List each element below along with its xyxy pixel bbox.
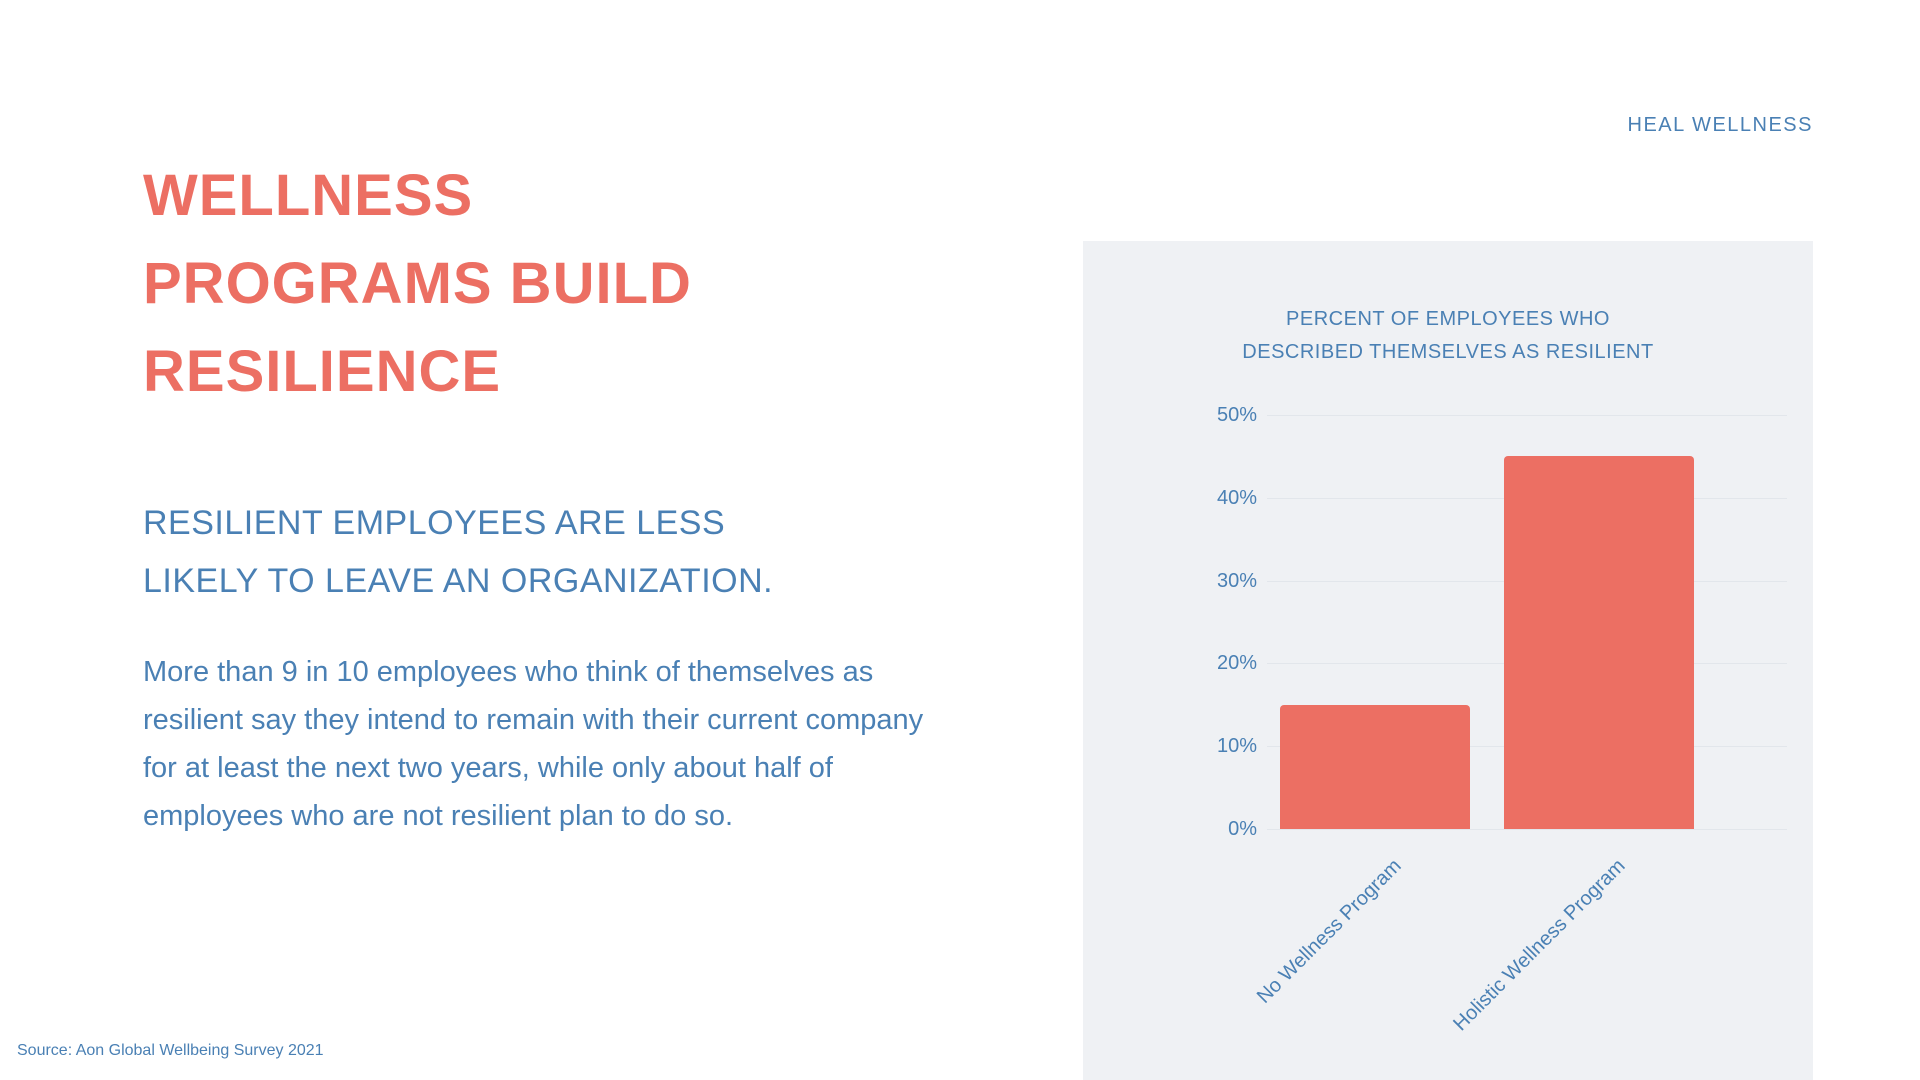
y-axis-tick-label: 10% [1216, 735, 1257, 758]
gridline [1267, 415, 1787, 416]
y-axis-tick-label: 50% [1216, 404, 1257, 426]
brand-text: HEAL WELLNESS [1627, 114, 1813, 136]
bar [1504, 456, 1694, 829]
y-axis-tick-label: 20% [1216, 652, 1257, 675]
headline-line-2: PROGRAMS BUILD [143, 251, 692, 316]
chart-panel: PERCENT OF EMPLOYEES WHO DESCRIBED THEMS… [1083, 241, 1813, 1080]
headline: WELLNESS PROGRAMS BUILD RESILIENCE [143, 152, 692, 416]
headline-line-1: WELLNESS [143, 163, 474, 228]
source-text: Source: Aon Global Wellbeing Survey 2021 [17, 1042, 324, 1059]
x-axis-category-label: Holistic Wellness Program [1449, 855, 1630, 1036]
plot-area: 0% 10% 20% 30% 40% 50% No Wellness Program Holi… [1217, 404, 1787, 1035]
chart-title-line-1: PERCENT OF EMPLOYEES WHO [1286, 308, 1610, 330]
body-text: More than 9 in 10 employees who think of… [143, 656, 924, 832]
x-axis-category-label: No Wellness Program [1252, 855, 1406, 1008]
headline-line-3: RESILIENCE [143, 339, 502, 404]
gridline [1267, 829, 1787, 830]
chart-title-line-2: DESCRIBED THEMSELVES AS RESILIENT [1242, 341, 1654, 363]
chart-title: PERCENT OF EMPLOYEES WHO DESCRIBED THEMS… [1083, 303, 1813, 369]
bar [1280, 704, 1470, 829]
y-axis-tick-label: 30% [1216, 569, 1257, 592]
y-axis-tick-label: 40% [1216, 486, 1257, 509]
y-axis-tick-label: 0% [1228, 818, 1257, 840]
subheadline: RESILIENT EMPLOYEES ARE LESS LIKELY TO L… [143, 504, 774, 600]
